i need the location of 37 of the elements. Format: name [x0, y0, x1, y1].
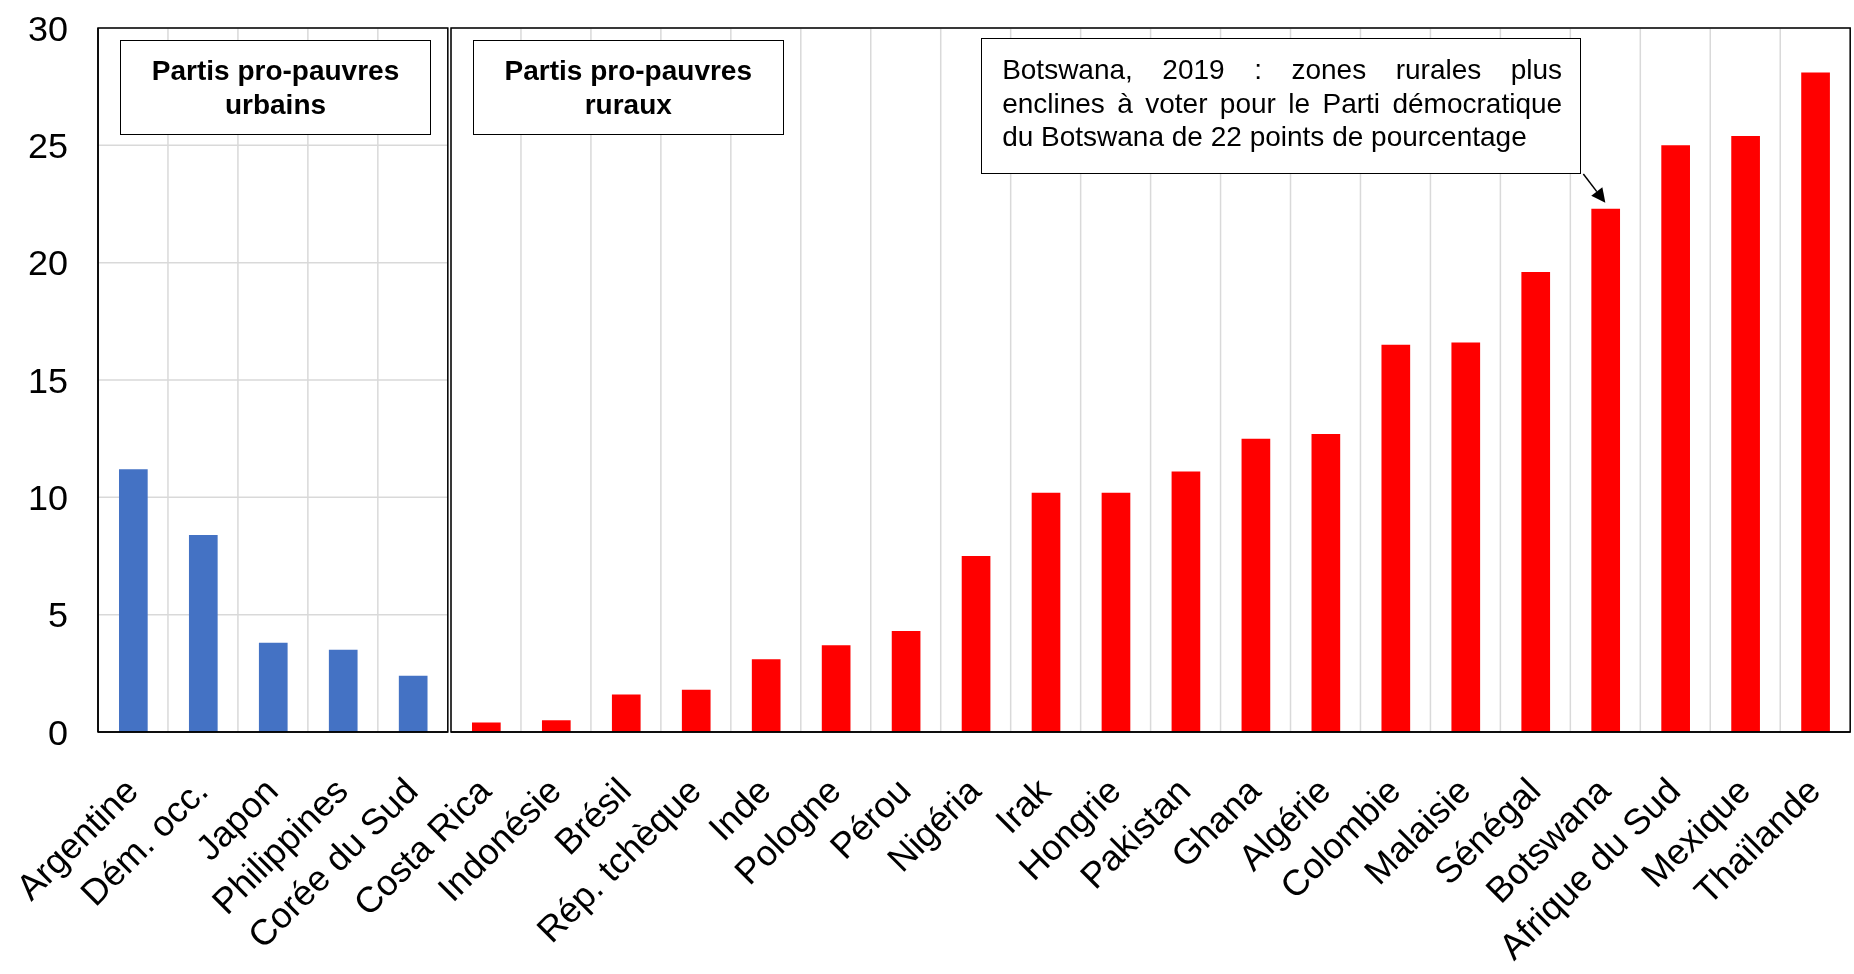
bar: [1171, 471, 1201, 732]
y-tick-label: 20: [27, 242, 68, 284]
bar: [1101, 492, 1131, 732]
bar: [1661, 145, 1690, 732]
bar: [1241, 438, 1271, 732]
y-tick-label: 10: [27, 477, 68, 519]
bar: [328, 649, 358, 732]
y-tick-label: 30: [27, 7, 68, 49]
bar: [1801, 72, 1830, 732]
bar: [611, 694, 641, 732]
y-tick-label: 25: [27, 125, 68, 167]
bar: [1381, 344, 1410, 732]
bar: [1311, 433, 1340, 732]
bar: [398, 675, 428, 732]
bar: [681, 689, 711, 732]
annotation: Partis pro-pauvres ruraux: [503, 53, 753, 122]
y-tick-label: 15: [27, 359, 68, 401]
annotation: Partis pro-pauvres urbains: [150, 53, 401, 122]
y-tick-label: 0: [47, 711, 68, 753]
bar: [188, 534, 218, 732]
bar: [541, 720, 571, 732]
note-box: Botswana, 2019 : zones rurales plus enclines à voter pour le Parti démocratique du Botswana de 22 points de pourcentage: [981, 38, 1582, 174]
annotation: Botswana, 2019 : zones rurales plus enclines à voter pour le Parti démocratique du Botswana de 22 points de pourcentage: [1002, 53, 1563, 154]
bar: [751, 659, 781, 732]
note-box: Partis pro-pauvres urbains: [120, 40, 431, 135]
bar: [1731, 135, 1760, 732]
bar: [821, 645, 851, 732]
note-box: Partis pro-pauvres ruraux: [472, 40, 784, 135]
bar: [258, 642, 288, 732]
bar: [119, 469, 148, 732]
bar: [961, 556, 991, 732]
y-tick-label: 5: [47, 594, 68, 636]
bar: [1521, 272, 1550, 732]
bar: [1451, 342, 1480, 732]
bar: [891, 631, 921, 732]
bar: [1591, 208, 1620, 732]
bar: [1031, 492, 1061, 732]
